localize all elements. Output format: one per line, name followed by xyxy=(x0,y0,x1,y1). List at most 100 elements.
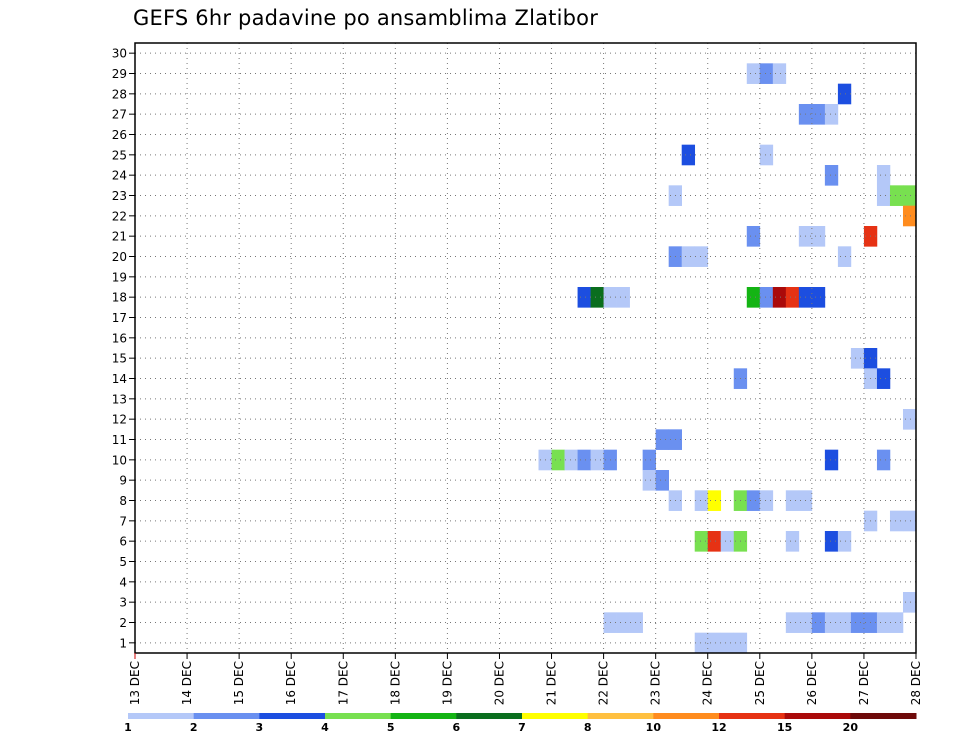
heatmap-cell xyxy=(876,612,891,633)
heatmap-cell xyxy=(811,287,826,308)
heatmap-cell xyxy=(889,612,904,633)
heatmap-cell xyxy=(889,185,904,206)
heatmap-cell xyxy=(785,490,800,511)
heatmap-cell xyxy=(824,449,839,471)
heatmap-cell xyxy=(811,226,826,247)
y-tick-label: 24 xyxy=(112,169,127,183)
heatmap-cell xyxy=(707,490,722,511)
x-tick-label: 20 DEC xyxy=(492,661,506,705)
heatmap-cell xyxy=(694,246,709,267)
y-tick-label: 13 xyxy=(112,392,127,406)
y-tick-label: 28 xyxy=(112,87,127,101)
y-tick-label: 23 xyxy=(112,189,127,203)
colorbar-swatch xyxy=(784,713,851,719)
heatmap-cell xyxy=(785,612,800,633)
heatmap-cell xyxy=(759,287,774,308)
heatmap-cell xyxy=(785,287,800,308)
y-tick-label: 30 xyxy=(112,47,127,61)
x-tick-label: 17 DEC xyxy=(336,661,350,705)
heatmap-cell xyxy=(746,490,761,511)
y-tick-label: 15 xyxy=(112,352,127,366)
colorbar-legend: 1 2 3 4 5 6 7 8 10 12 15 20 xyxy=(124,713,917,734)
colorbar-label: 10 xyxy=(646,721,662,734)
colorbar-swatch xyxy=(587,713,654,719)
colorbar-swatch xyxy=(719,713,786,719)
heatmap-cell xyxy=(837,83,852,105)
y-tick-label: 20 xyxy=(112,250,127,264)
heatmap-cell xyxy=(590,449,604,471)
colorbar-swatch xyxy=(522,713,589,719)
y-tick-label: 8 xyxy=(119,494,127,508)
heatmap-cell xyxy=(811,104,826,125)
heatmap-cell xyxy=(837,612,852,633)
heatmap-cell xyxy=(876,165,891,186)
heatmap-cell xyxy=(720,531,735,552)
x-tick-label: 19 DEC xyxy=(440,661,454,705)
y-tick-label: 17 xyxy=(112,311,127,325)
heatmap-cell xyxy=(824,104,839,125)
x-tick-label: 24 DEC xyxy=(701,661,715,705)
heatmap-cell xyxy=(837,246,852,267)
heatmap-cell xyxy=(746,63,761,84)
heatmap-cell xyxy=(772,287,787,308)
heatmap-cell xyxy=(772,63,787,84)
x-tick-label: 23 DEC xyxy=(649,661,663,705)
x-tick-label: 13 DEC xyxy=(128,661,142,705)
heatmap-cell xyxy=(902,185,917,206)
heatmap-cell xyxy=(902,510,917,532)
y-tick-label: 1 xyxy=(119,636,127,650)
heatmap-cell xyxy=(577,287,591,308)
heatmap-cell xyxy=(564,449,578,471)
colorbar-swatch xyxy=(390,713,457,719)
heatmap-cell xyxy=(850,348,865,369)
heatmap-cell xyxy=(694,490,709,511)
y-tick-label: 7 xyxy=(119,514,127,528)
colorbar-label: 4 xyxy=(321,721,329,734)
heatmap-cell xyxy=(876,368,891,389)
heatmap-cell xyxy=(707,531,722,552)
heatmap-cell xyxy=(551,449,565,471)
x-axis: 13 DEC 14 DEC 15 DEC 16 DEC 17 DEC 18 DEC 19 D… xyxy=(128,653,923,705)
colorbar-swatch xyxy=(128,713,195,719)
heatmap-cell xyxy=(694,531,709,552)
heatmap-cell xyxy=(824,531,839,552)
heatmap-cell xyxy=(642,470,656,491)
colorbar-label: 8 xyxy=(584,721,592,734)
heatmap-cell xyxy=(642,449,656,471)
x-tick-label: 22 DEC xyxy=(597,661,611,705)
y-tick-label: 3 xyxy=(119,596,127,610)
x-tick-label: 27 DEC xyxy=(857,661,871,705)
colorbar-label: 12 xyxy=(711,721,726,734)
heatmap-cell xyxy=(616,287,630,308)
y-tick-label: 18 xyxy=(112,291,127,305)
colorbar-label: 15 xyxy=(777,721,792,734)
heatmap-cell xyxy=(720,632,735,654)
colorbar-label: 5 xyxy=(387,721,395,734)
heatmap-cell xyxy=(694,632,709,654)
heatmap-cell xyxy=(655,429,669,450)
y-tick-label: 19 xyxy=(112,270,127,284)
chart-title: GEFS 6hr padavine po ansamblima Zlatibor xyxy=(133,6,599,30)
y-tick-label: 9 xyxy=(119,474,127,488)
heatmap-cell xyxy=(707,632,722,654)
heatmap-cell xyxy=(616,612,630,633)
heatmap-cell xyxy=(759,63,774,84)
heatmap-cell xyxy=(902,205,917,227)
colorbar-label: 6 xyxy=(453,721,461,734)
colorbar-swatch xyxy=(850,713,917,719)
heatmap-cell xyxy=(629,612,643,633)
grid xyxy=(135,43,916,653)
heatmap-cell xyxy=(850,612,865,633)
colorbar-swatch xyxy=(653,713,720,719)
heatmap-cell xyxy=(902,409,917,430)
heatmap-cell xyxy=(681,144,696,166)
colorbar-swatch xyxy=(193,713,260,719)
y-tick-label: 29 xyxy=(112,67,127,81)
heatmap-cell xyxy=(577,449,591,471)
x-tick-label: 14 DEC xyxy=(180,661,194,705)
y-tick-label: 11 xyxy=(112,433,127,447)
y-tick-label: 26 xyxy=(112,128,127,142)
y-tick-label: 27 xyxy=(112,108,127,122)
colorbar-label: 7 xyxy=(518,721,526,734)
